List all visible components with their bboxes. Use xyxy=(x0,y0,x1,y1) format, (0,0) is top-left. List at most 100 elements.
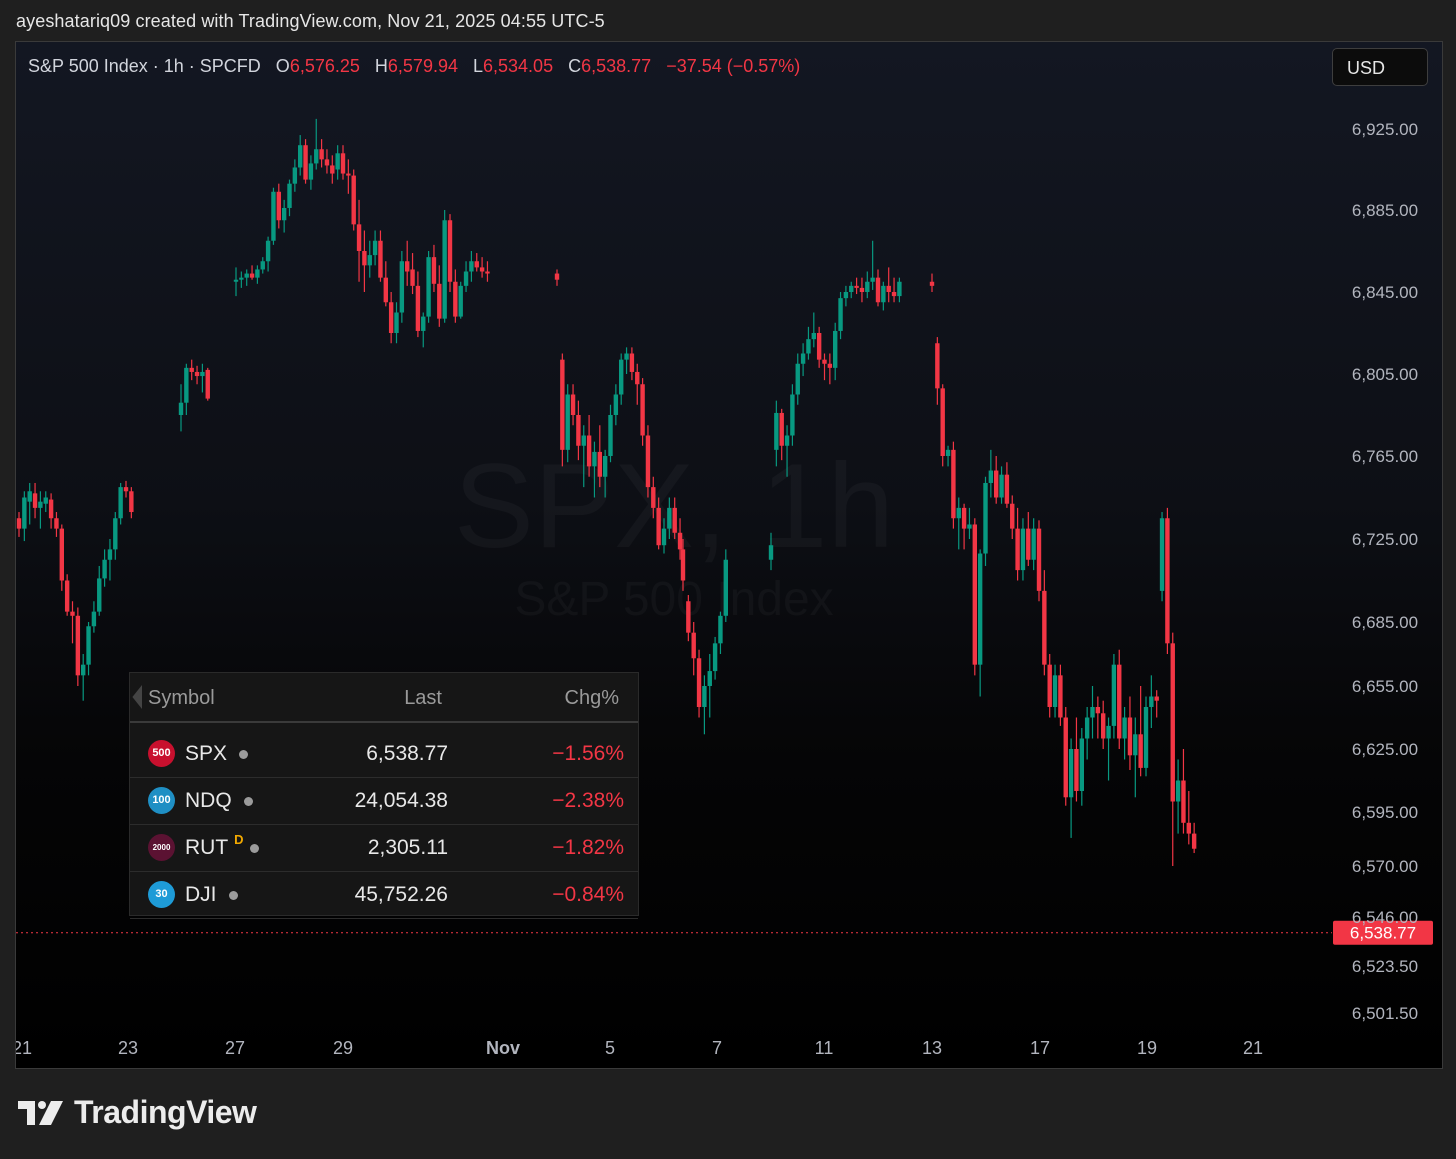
current-price-label: 6,538.77 xyxy=(1350,924,1416,943)
candle-body xyxy=(838,298,843,331)
candle-body xyxy=(458,285,463,317)
candle-body xyxy=(485,271,490,274)
market-status-icon xyxy=(228,890,238,900)
candle-body xyxy=(314,149,319,164)
candle-body xyxy=(597,451,602,477)
candle-body xyxy=(576,415,581,446)
candle-body xyxy=(602,456,608,477)
open-label: O xyxy=(275,56,290,76)
candle-body xyxy=(383,277,388,303)
candle-body xyxy=(27,491,32,502)
candle-body xyxy=(303,145,308,180)
candle-body xyxy=(442,220,447,319)
collapse-arrow-icon[interactable] xyxy=(132,685,142,709)
candle-body xyxy=(712,643,718,672)
candle-body xyxy=(951,449,956,519)
candle-body xyxy=(972,524,977,665)
time-tick-label: 21 xyxy=(1243,1038,1263,1058)
symbol-ticker: DJI xyxy=(185,883,217,906)
candle-body xyxy=(586,435,592,467)
price-tick-label: 6,725.00 xyxy=(1352,530,1418,549)
candle-body xyxy=(581,435,586,446)
column-last[interactable]: Last xyxy=(404,687,442,709)
candle-body xyxy=(399,261,405,313)
symbol-badge-icon: 2000 xyxy=(148,834,175,861)
candle-body xyxy=(372,240,378,256)
candle-body xyxy=(308,163,314,180)
candle-body xyxy=(81,664,86,676)
time-tick-label: 21 xyxy=(16,1038,32,1058)
watchlist-row[interactable]: 500 SPX 6,538.77 −1.56% xyxy=(130,731,638,778)
candle-body xyxy=(1042,590,1047,665)
candle-body xyxy=(677,532,683,550)
candle-body xyxy=(324,159,330,166)
change-percent: −1.56% xyxy=(552,742,624,765)
price-tick-label: 6,523.50 xyxy=(1352,957,1418,976)
candle-body xyxy=(415,285,421,331)
candle-body xyxy=(233,279,239,282)
candle-body xyxy=(806,339,811,354)
candle-body xyxy=(768,545,774,560)
watchlist-row[interactable]: 30 DJI 45,752.26 −0.84% xyxy=(130,872,638,919)
candle-body xyxy=(64,580,70,612)
candle-body xyxy=(107,549,113,560)
candle-body xyxy=(129,491,134,513)
candle-body xyxy=(667,507,672,529)
candle-body xyxy=(1068,749,1074,798)
candle-body xyxy=(774,412,779,450)
candle-body xyxy=(940,388,945,456)
watchlist-row[interactable]: 2000 RUT D 2,305.11 −1.82% xyxy=(130,825,638,872)
price-tick-label: 6,546.00 xyxy=(1352,908,1418,927)
candle-body xyxy=(613,394,619,415)
candle-body xyxy=(22,497,27,529)
candle-body xyxy=(469,261,474,272)
candle-body xyxy=(1106,725,1111,739)
candle-body xyxy=(453,281,458,317)
candle-body xyxy=(811,333,816,340)
candle-body xyxy=(48,499,54,519)
watchlist-row[interactable]: 100 NDQ 24,054.38 −2.38% xyxy=(130,778,638,825)
last-price: 45,752.26 xyxy=(354,883,448,906)
currency-button[interactable]: USD xyxy=(1332,48,1428,86)
candle-body xyxy=(184,367,189,403)
price-tick-label: 6,925.00 xyxy=(1352,120,1418,139)
chart-pane[interactable]: SPX, 1h S&P 500 Index 6,538.776,925.006,… xyxy=(15,41,1443,1069)
time-tick-label: 27 xyxy=(225,1038,245,1058)
candle-body xyxy=(1175,780,1181,802)
candle-body xyxy=(651,487,656,508)
candle-body xyxy=(249,273,255,278)
candle-body xyxy=(570,394,576,415)
candle-body xyxy=(200,371,205,377)
time-tick-label: 5 xyxy=(605,1038,615,1058)
change-percent: −0.84% xyxy=(552,883,624,906)
last-price: 24,054.38 xyxy=(354,789,448,812)
candle-body xyxy=(194,371,200,377)
candle-body xyxy=(16,518,22,529)
candle-body xyxy=(123,487,129,492)
column-symbol[interactable]: Symbol xyxy=(148,687,215,709)
candle-body xyxy=(244,273,249,278)
column-chg[interactable]: Chg% xyxy=(564,687,619,709)
candle-body xyxy=(1165,518,1170,644)
candle-body xyxy=(680,549,686,581)
candlestick-chart[interactable]: 6,538.77 6,925.00 6,885.00 6,845.00 6,805.00… xyxy=(16,42,1442,1068)
candle-body xyxy=(1010,503,1015,529)
instrument-label[interactable]: S&P 500 Index · 1h · SPCFD xyxy=(28,56,261,76)
symbol-name: DJI xyxy=(185,883,238,907)
candle-body xyxy=(260,261,265,270)
candle-body xyxy=(330,165,335,174)
candle-body xyxy=(70,611,75,616)
candle-body xyxy=(629,353,635,372)
candle-body xyxy=(849,285,854,292)
candle-body xyxy=(696,658,702,707)
candle-body xyxy=(624,353,629,360)
candle-body xyxy=(1084,717,1090,739)
candle-body xyxy=(886,285,891,292)
watchlist-panel: Symbol Last Chg% 500 SPX 6,538.77 −1.56% 100… xyxy=(129,672,639,919)
candle-body xyxy=(1026,528,1031,560)
current-price-tag xyxy=(1333,920,1433,945)
candle-body xyxy=(1090,707,1095,718)
candle-body xyxy=(426,257,431,317)
candle-body xyxy=(935,343,940,389)
candle-body xyxy=(988,470,994,483)
